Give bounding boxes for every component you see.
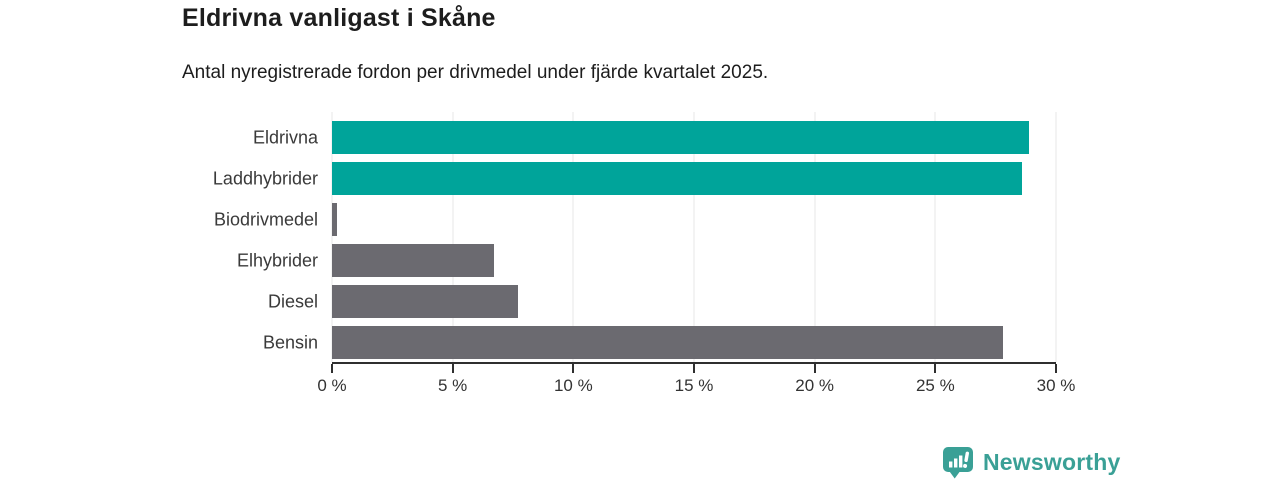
- gridline: [572, 112, 574, 362]
- tick-label: 30 %: [1036, 376, 1076, 395]
- bar: [332, 162, 1023, 195]
- bar: [332, 121, 1030, 154]
- gridline: [934, 112, 936, 362]
- bar-row: Laddhybrider: [213, 162, 1056, 195]
- tick-label: 5 %: [438, 376, 468, 395]
- tick-label: 0 %: [317, 376, 347, 395]
- tick-mark: [693, 364, 695, 373]
- tick-mark: [813, 364, 816, 373]
- tick-label: 15 %: [674, 376, 714, 395]
- bar: [332, 203, 337, 236]
- gridline: [693, 112, 695, 362]
- bar: [332, 244, 494, 277]
- bar: [332, 326, 1003, 359]
- category-label: Bensin: [262, 332, 318, 352]
- tick-label: 20 %: [795, 376, 835, 395]
- exclamation-mark: [963, 451, 970, 468]
- category-label: Laddhybrider: [212, 168, 318, 188]
- gridline: [1055, 112, 1057, 362]
- bar-chart-plot-area: Eldrivna Laddhybrider Biodrivmedel Elhybrid…: [213, 112, 1075, 395]
- tick-mark: [1055, 364, 1057, 373]
- tick-label: 25 %: [915, 376, 955, 395]
- chart-subtitle: Antal nyregistrerade fordon per drivmede…: [182, 62, 769, 83]
- x-axis-line: [332, 362, 1056, 364]
- gridline: [452, 112, 454, 362]
- bar-large: [959, 455, 963, 468]
- category-label: Elhybrider: [236, 250, 318, 270]
- tick-mark: [572, 364, 575, 373]
- gridline: [814, 112, 816, 362]
- chart-title: Eldrivna vanligast i Skåne: [182, 4, 496, 32]
- tick-mark: [331, 364, 333, 373]
- category-label: Diesel: [267, 291, 318, 311]
- tick-label: 10 %: [553, 376, 593, 395]
- bar-row: Elhybrider: [237, 244, 1056, 277]
- bar-small: [949, 461, 953, 468]
- category-label: Biodrivmedel: [213, 209, 318, 229]
- bar-row: Bensin: [263, 326, 1056, 359]
- tick-mark: [451, 364, 454, 373]
- bar-medium: [954, 458, 958, 468]
- bar: [332, 285, 518, 318]
- newsworthy-logo: Newsworthy: [941, 445, 1120, 479]
- gridline: [331, 112, 333, 362]
- bar-row: Eldrivna: [253, 121, 1056, 154]
- newsworthy-icon: [943, 447, 973, 479]
- category-label: Eldrivna: [252, 127, 318, 147]
- newsworthy-wordmark: Newsworthy: [983, 448, 1121, 475]
- bar-row: Diesel: [268, 285, 1056, 318]
- tick-mark: [934, 364, 937, 373]
- bar-row: Biodrivmedel: [214, 203, 1056, 236]
